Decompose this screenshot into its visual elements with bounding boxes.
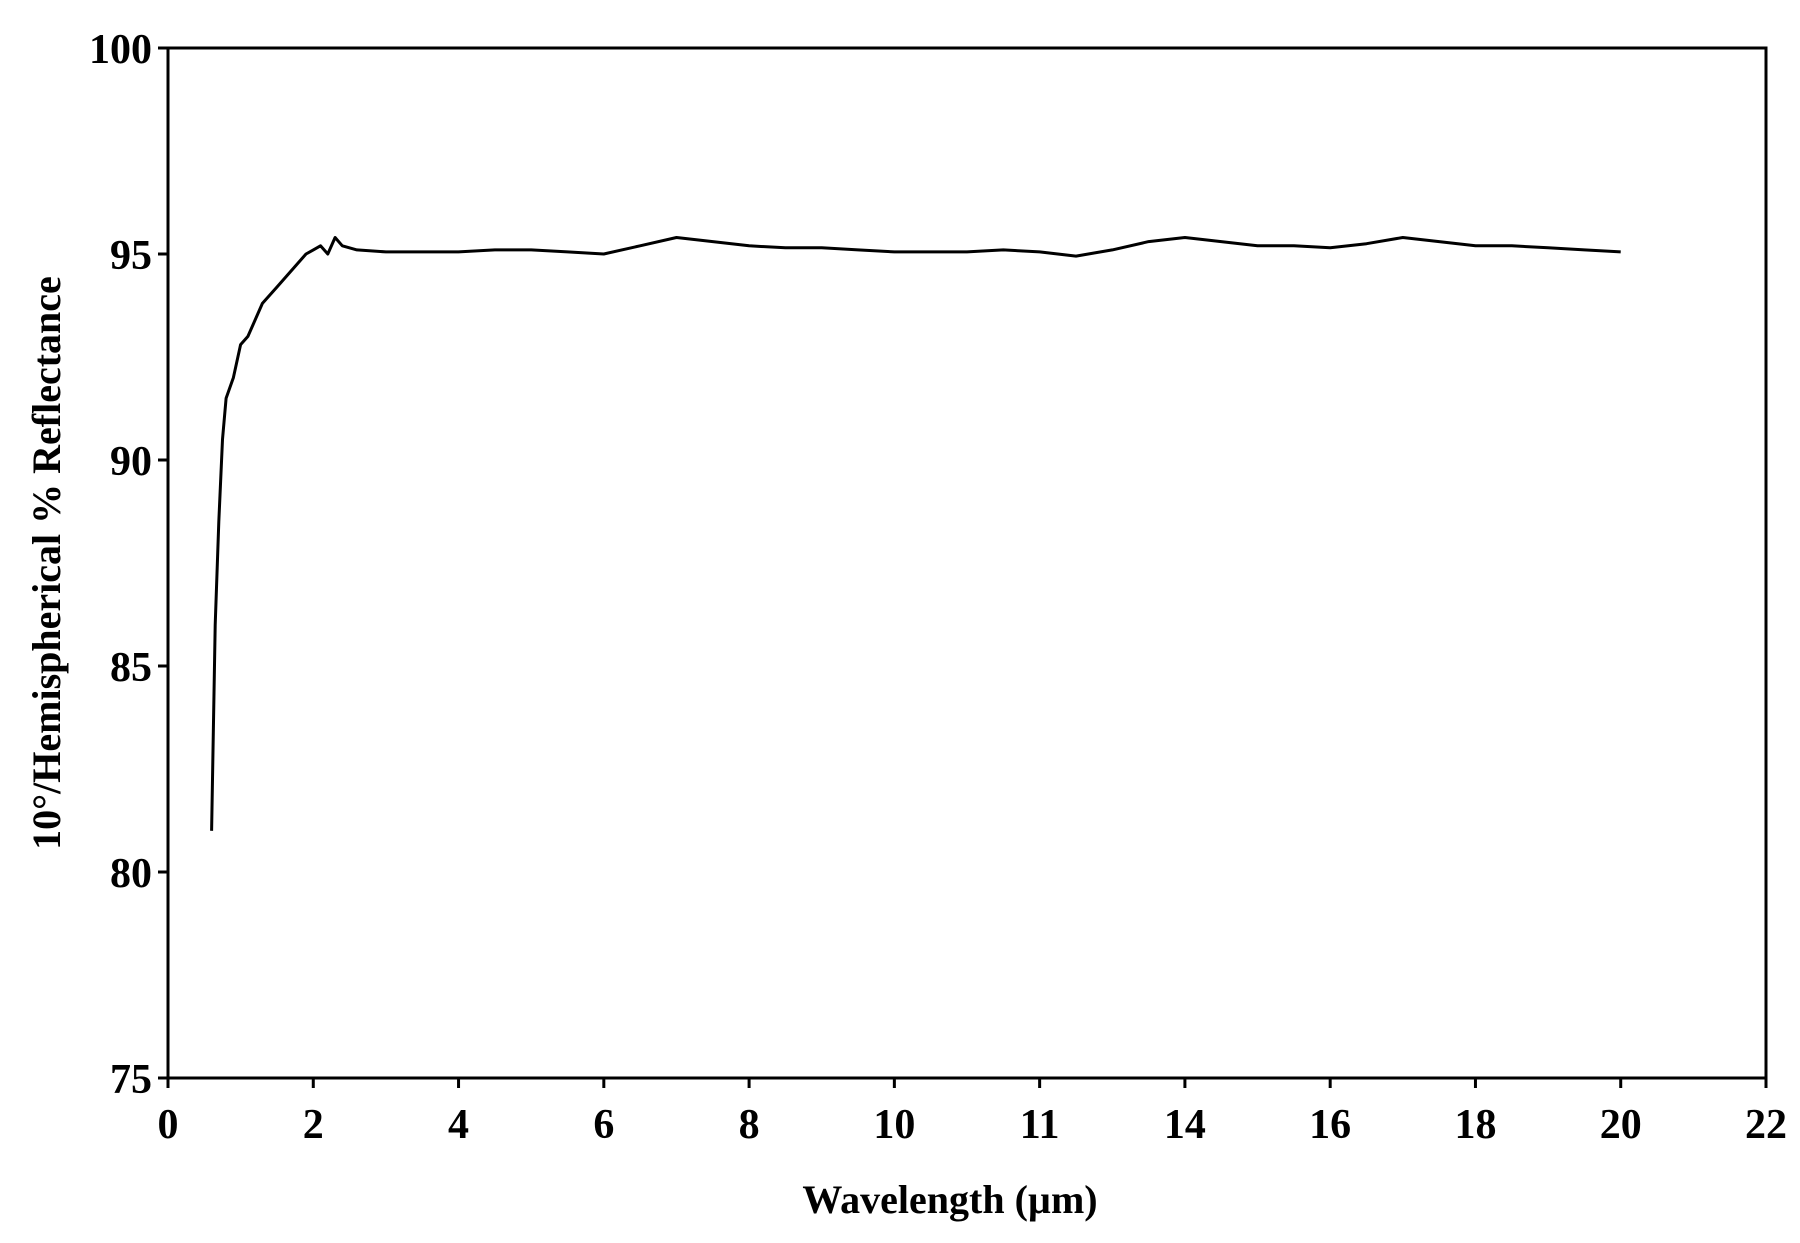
x-tick-label: 6	[593, 1102, 614, 1148]
y-axis-label: 10°/Hemispherical % Reflectance	[24, 276, 69, 850]
y-tick-label: 100	[89, 27, 152, 73]
y-tick-label: 90	[110, 439, 152, 485]
x-tick-label: 20	[1600, 1102, 1642, 1148]
x-tick-label: 18	[1454, 1102, 1496, 1148]
y-tick-label: 75	[110, 1057, 152, 1103]
plot-frame	[166, 46, 1768, 1080]
x-tick-label: 4	[448, 1102, 469, 1148]
x-tick-label: 10	[873, 1102, 915, 1148]
reflectance-series-line	[210, 236, 1621, 831]
y-tick-label: 80	[110, 851, 152, 897]
x-tick-label: 22	[1745, 1102, 1787, 1148]
y-tick-label: 85	[110, 645, 152, 691]
y-tick-label: 95	[110, 233, 152, 279]
x-tick-label: 8	[739, 1102, 760, 1148]
x-axis-ticks: 0 2 4 6 8 10 11 14 16 18 20 22	[158, 1078, 1787, 1148]
x-tick-label: 14	[1164, 1102, 1206, 1148]
x-tick-label: 11	[1020, 1102, 1060, 1148]
x-tick-label: 0	[158, 1102, 179, 1148]
x-axis-label: Wavelength (µm)	[802, 1177, 1097, 1222]
x-tick-label: 2	[303, 1102, 324, 1148]
y-axis-ticks: 75 80 85 90 95 100	[89, 27, 168, 1103]
x-tick-label: 16	[1309, 1102, 1351, 1148]
